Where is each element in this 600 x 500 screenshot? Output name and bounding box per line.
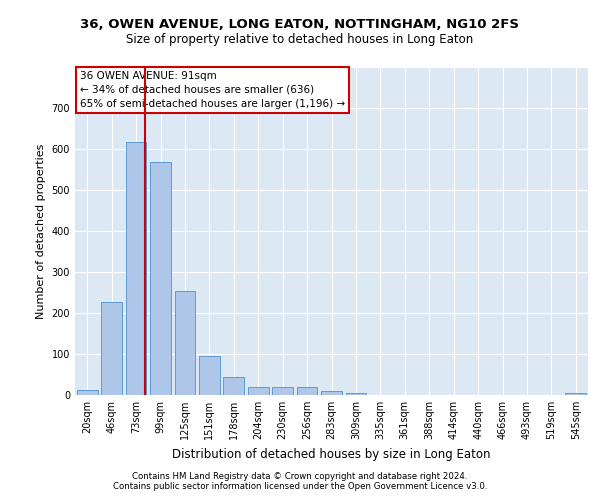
Bar (125, 142, 146, 395)
Bar (223, 378, 244, 395)
X-axis label: Distribution of detached houses by size in Long Eaton: Distribution of detached houses by size … (172, 448, 491, 460)
Text: 36 OWEN AVENUE: 91sqm
← 34% of detached houses are smaller (636)
65% of semi-det: 36 OWEN AVENUE: 91sqm ← 34% of detached … (80, 71, 345, 109)
Bar (101, 302, 122, 395)
Text: Contains public sector information licensed under the Open Government Licence v3: Contains public sector information licen… (113, 482, 487, 491)
Y-axis label: Number of detached properties: Number of detached properties (36, 144, 46, 319)
Bar (296, 387, 317, 395)
Bar (199, 356, 220, 395)
Bar (77, 390, 98, 395)
Bar (248, 387, 269, 395)
Text: 36, OWEN AVENUE, LONG EATON, NOTTINGHAM, NG10 2FS: 36, OWEN AVENUE, LONG EATON, NOTTINGHAM,… (80, 18, 520, 30)
Bar (321, 391, 342, 395)
Text: Size of property relative to detached houses in Long Eaton: Size of property relative to detached ho… (127, 32, 473, 46)
Bar (565, 392, 586, 395)
Bar (346, 392, 367, 395)
Text: Contains HM Land Registry data © Crown copyright and database right 2024.: Contains HM Land Registry data © Crown c… (132, 472, 468, 481)
Bar (150, 162, 171, 395)
Bar (272, 387, 293, 395)
Bar (175, 291, 196, 395)
